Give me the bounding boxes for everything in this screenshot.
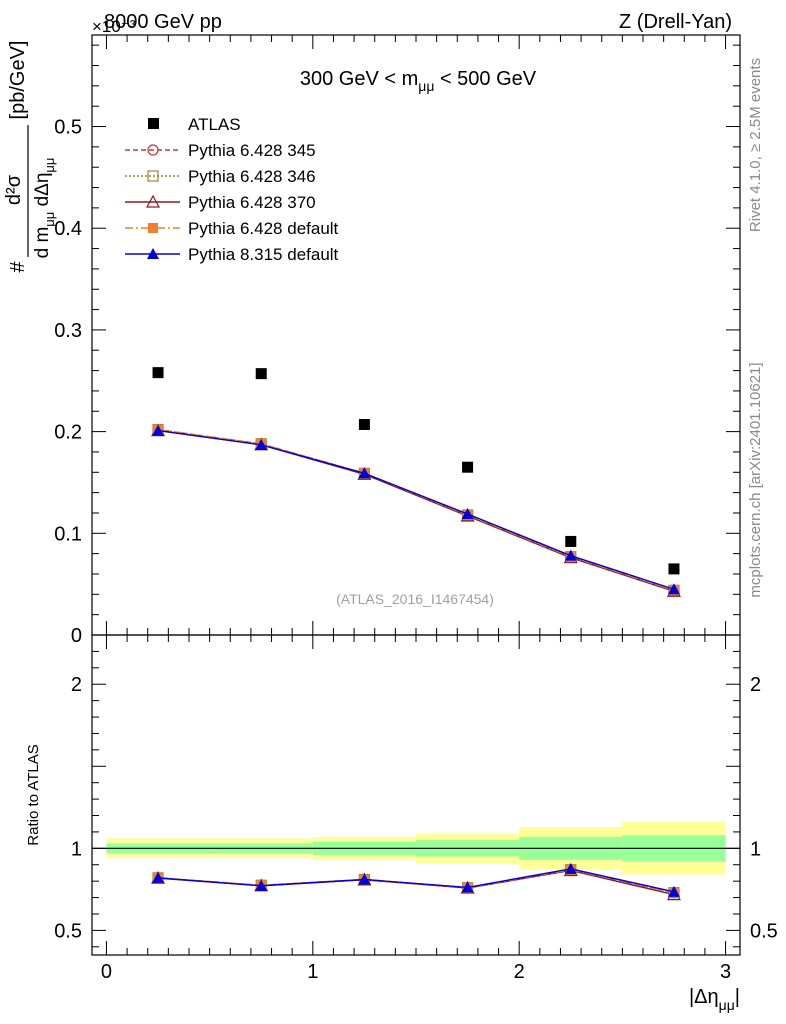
series-line-4: [157, 429, 675, 590]
plot-title: 300 GeV < mμμ < 500 GeV: [300, 68, 537, 94]
atlas-data-point: [358, 418, 370, 430]
ratio-line-0: [157, 868, 675, 894]
legend-marker-3: [148, 223, 158, 233]
ratio-y-tick-label: 1: [71, 838, 82, 860]
legend-marker-0: [147, 144, 159, 156]
ratio-y-tick-label: 0.5: [54, 920, 82, 942]
ratio-line-4: [157, 868, 675, 893]
main-series: [151, 367, 681, 597]
atlas-data-point: [565, 535, 577, 547]
rivet-label: Rivet 4.1.0, ≥ 2.5M events: [747, 58, 764, 232]
y-tick-label: 0.5: [54, 117, 82, 139]
x-axis-title: |Δημμ|: [689, 986, 740, 1013]
ratio-series: [151, 862, 681, 901]
y-tick-label: 0: [71, 625, 82, 647]
legend-marker-4: [147, 248, 159, 259]
legend: ATLAS Pythia 6.428 345 Pythia 6.428 346 Pyt…: [125, 115, 339, 264]
y-axis-numerator: d²σ: [3, 174, 25, 205]
series-line-2: [157, 429, 675, 592]
legend-label-0: Pythia 6.428 345: [188, 141, 316, 160]
series-point-4: [255, 438, 268, 450]
y-axis-prefix: #: [7, 261, 29, 273]
exponent-label: ×10⁻³: [92, 17, 136, 36]
ratio-y-tick-label-right: 2: [750, 674, 761, 696]
ratio-y-tick-label-right: 1: [750, 838, 761, 860]
atlas-data-point: [152, 367, 164, 379]
ratio-point-4: [564, 862, 577, 874]
atlas-data-point: [255, 368, 267, 380]
series-point-4: [461, 507, 474, 519]
ratio-bands: [92, 822, 740, 875]
series-point-4: [667, 583, 680, 595]
y-tick-label: 0.1: [54, 523, 82, 545]
mcplots-label: mcplots.cern.ch [arXiv:2401.10621]: [747, 362, 764, 597]
legend-label-4: Pythia 8.315 default: [188, 245, 339, 264]
ratio-point-4: [358, 873, 371, 885]
legend-marker-2: [145, 194, 161, 208]
x-tick-label: 2: [514, 961, 525, 983]
ratio-point-4: [152, 871, 165, 883]
y-tick-label: 0.3: [54, 320, 82, 342]
atlas-data-point: [668, 563, 680, 575]
x-tick-label: 1: [307, 961, 318, 983]
ratio-point-4: [667, 885, 680, 897]
legend-marker-1: [147, 170, 159, 182]
series-point-4: [358, 467, 371, 479]
y-axis-denominator: d mμμ dΔημμ: [32, 158, 57, 259]
y-axis-title: # d²σ d mμμ dΔημμ [pb/GeV]: [3, 41, 57, 273]
x-tick-label: 0: [101, 961, 112, 983]
series-point-4: [152, 424, 165, 436]
ratio-y-axis-title: Ratio to ATLAS: [25, 744, 42, 845]
legend-label-1: Pythia 6.428 346: [188, 167, 316, 186]
legend-label-2: Pythia 6.428 370: [188, 193, 316, 212]
ratio-panel-frame: [91, 634, 741, 956]
axis-ticks: 0 1 2 3 0.1 0.2 0.3 0.4 0.5 0 0.5 0.5 1 1 2 2: [54, 35, 778, 983]
ratio-line-3: [157, 868, 675, 894]
series-point-4: [564, 549, 577, 561]
y-tick-label: 0.4: [54, 218, 82, 240]
ratio-point-4: [461, 881, 474, 893]
ratio-y-tick-label-right: 0.5: [750, 920, 778, 942]
analysis-watermark: (ATLAS_2016_I1467454): [336, 591, 494, 607]
y-axis-unit: [pb/GeV]: [7, 41, 29, 120]
energy-label: 8000 GeV pp: [104, 11, 222, 33]
legend-label-3: Pythia 6.428 default: [188, 219, 339, 238]
process-label: Z (Drell-Yan): [619, 11, 732, 33]
legend-marker-atlas: [148, 118, 159, 129]
legend-label-atlas: ATLAS: [188, 115, 241, 134]
atlas-data-point: [462, 461, 474, 473]
x-tick-label: 3: [720, 961, 731, 983]
ratio-line-1: [157, 868, 675, 894]
ratio-y-tick-label: 2: [71, 674, 82, 696]
ratio-point-4: [255, 879, 268, 891]
y-tick-label: 0.2: [54, 422, 82, 444]
